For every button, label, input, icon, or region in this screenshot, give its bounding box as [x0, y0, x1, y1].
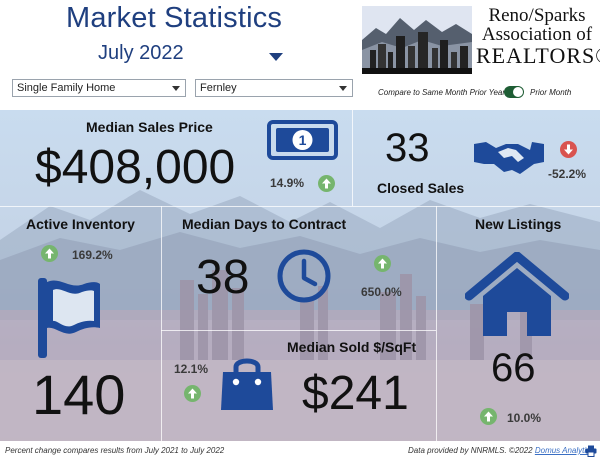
- active-inventory-change: 169.2%: [72, 248, 113, 262]
- dashboard-header: Market Statistics July 2022 Reno/Sparks …: [0, 0, 600, 110]
- logo-line-2: Association of: [481, 24, 593, 46]
- handshake-icon: [474, 142, 544, 174]
- new-listings-value: 66: [491, 346, 536, 390]
- down-arrow-icon: [560, 141, 577, 158]
- divider-top-vertical: [352, 110, 353, 206]
- chevron-down-icon: [172, 86, 180, 91]
- median-sold-per-sqft-change: 12.1%: [174, 362, 209, 376]
- median-sales-price-change: 14.9%: [270, 176, 305, 190]
- toggle-knob: [513, 87, 523, 97]
- money-bill-icon: 1: [267, 120, 338, 160]
- metrics-dashboard: Median Sales Price $408,000 1 14.9% 33 C…: [0, 110, 600, 441]
- property-type-value: Single Family Home: [17, 82, 116, 94]
- median-sales-price-label: Median Sales Price: [86, 119, 213, 135]
- divider-right-vertical: [436, 206, 437, 441]
- median-days-to-contract-value: 38: [196, 251, 250, 304]
- shopping-bag-icon: [221, 358, 273, 410]
- median-days-to-contract-label: Median Days to Contract: [182, 216, 347, 232]
- svg-text:1: 1: [299, 132, 307, 148]
- new-listings-label: New Listings: [475, 216, 562, 232]
- house-icon: [465, 252, 569, 336]
- divider-left-vertical: [161, 206, 162, 441]
- closed-sales-change: -52.2%: [548, 167, 587, 181]
- flag-icon: [38, 278, 100, 358]
- domus-analytics-link[interactable]: Domus Analytics: [534, 446, 595, 455]
- caret-down-icon[interactable]: [269, 53, 283, 61]
- median-sold-per-sqft-value: $241: [302, 367, 409, 420]
- association-logo-text: Reno/Sparks Association of REALTORS®: [476, 5, 600, 68]
- page-title: Market Statistics: [66, 2, 283, 34]
- new-listings-change: 10.0%: [507, 411, 542, 425]
- closed-sales-label: Closed Sales: [377, 180, 465, 196]
- toggle-left-label: Compare to Same Month Prior Year: [378, 88, 506, 97]
- logo-line-3: REALTORS®: [476, 42, 600, 68]
- closed-sales-value: 33: [385, 126, 430, 170]
- clock-icon: [277, 249, 331, 303]
- up-arrow-icon: [184, 385, 201, 402]
- active-inventory-value: 140: [32, 363, 126, 426]
- data-credit: Data provided by NNRMLS. ©2022 Domus Ana…: [408, 446, 594, 455]
- logo-line-1: Reno/Sparks: [488, 5, 586, 26]
- data-credit-text: Data provided by NNRMLS. ©2022: [408, 446, 535, 455]
- up-arrow-icon: [318, 175, 335, 192]
- area-value: Fernley: [200, 82, 237, 94]
- chevron-down-icon: [339, 86, 347, 91]
- comparison-toggle-switch[interactable]: [504, 86, 524, 98]
- median-sold-per-sqft-label: Median Sold $/SqFt: [287, 339, 417, 355]
- month-selector[interactable]: July 2022: [98, 42, 184, 64]
- median-days-to-contract-change: 650.0%: [361, 285, 402, 299]
- up-arrow-icon: [480, 408, 497, 425]
- area-select[interactable]: Fernley: [195, 79, 353, 97]
- active-inventory-label: Active Inventory: [26, 216, 135, 232]
- divider-center-horizontal: [161, 330, 436, 331]
- up-arrow-icon: [374, 255, 391, 272]
- property-type-select[interactable]: Single Family Home: [12, 79, 186, 97]
- toggle-right-label: Prior Month: [530, 88, 572, 97]
- up-arrow-icon: [41, 245, 58, 262]
- divider-row-horizontal: [0, 206, 600, 207]
- printer-icon[interactable]: [585, 445, 597, 457]
- comparison-note: Percent change compares results from Jul…: [5, 446, 225, 455]
- dashboard-footer: Percent change compares results from Jul…: [0, 441, 600, 461]
- median-sales-price-value: $408,000: [35, 141, 236, 194]
- city-skyline-logo-icon: [362, 6, 472, 74]
